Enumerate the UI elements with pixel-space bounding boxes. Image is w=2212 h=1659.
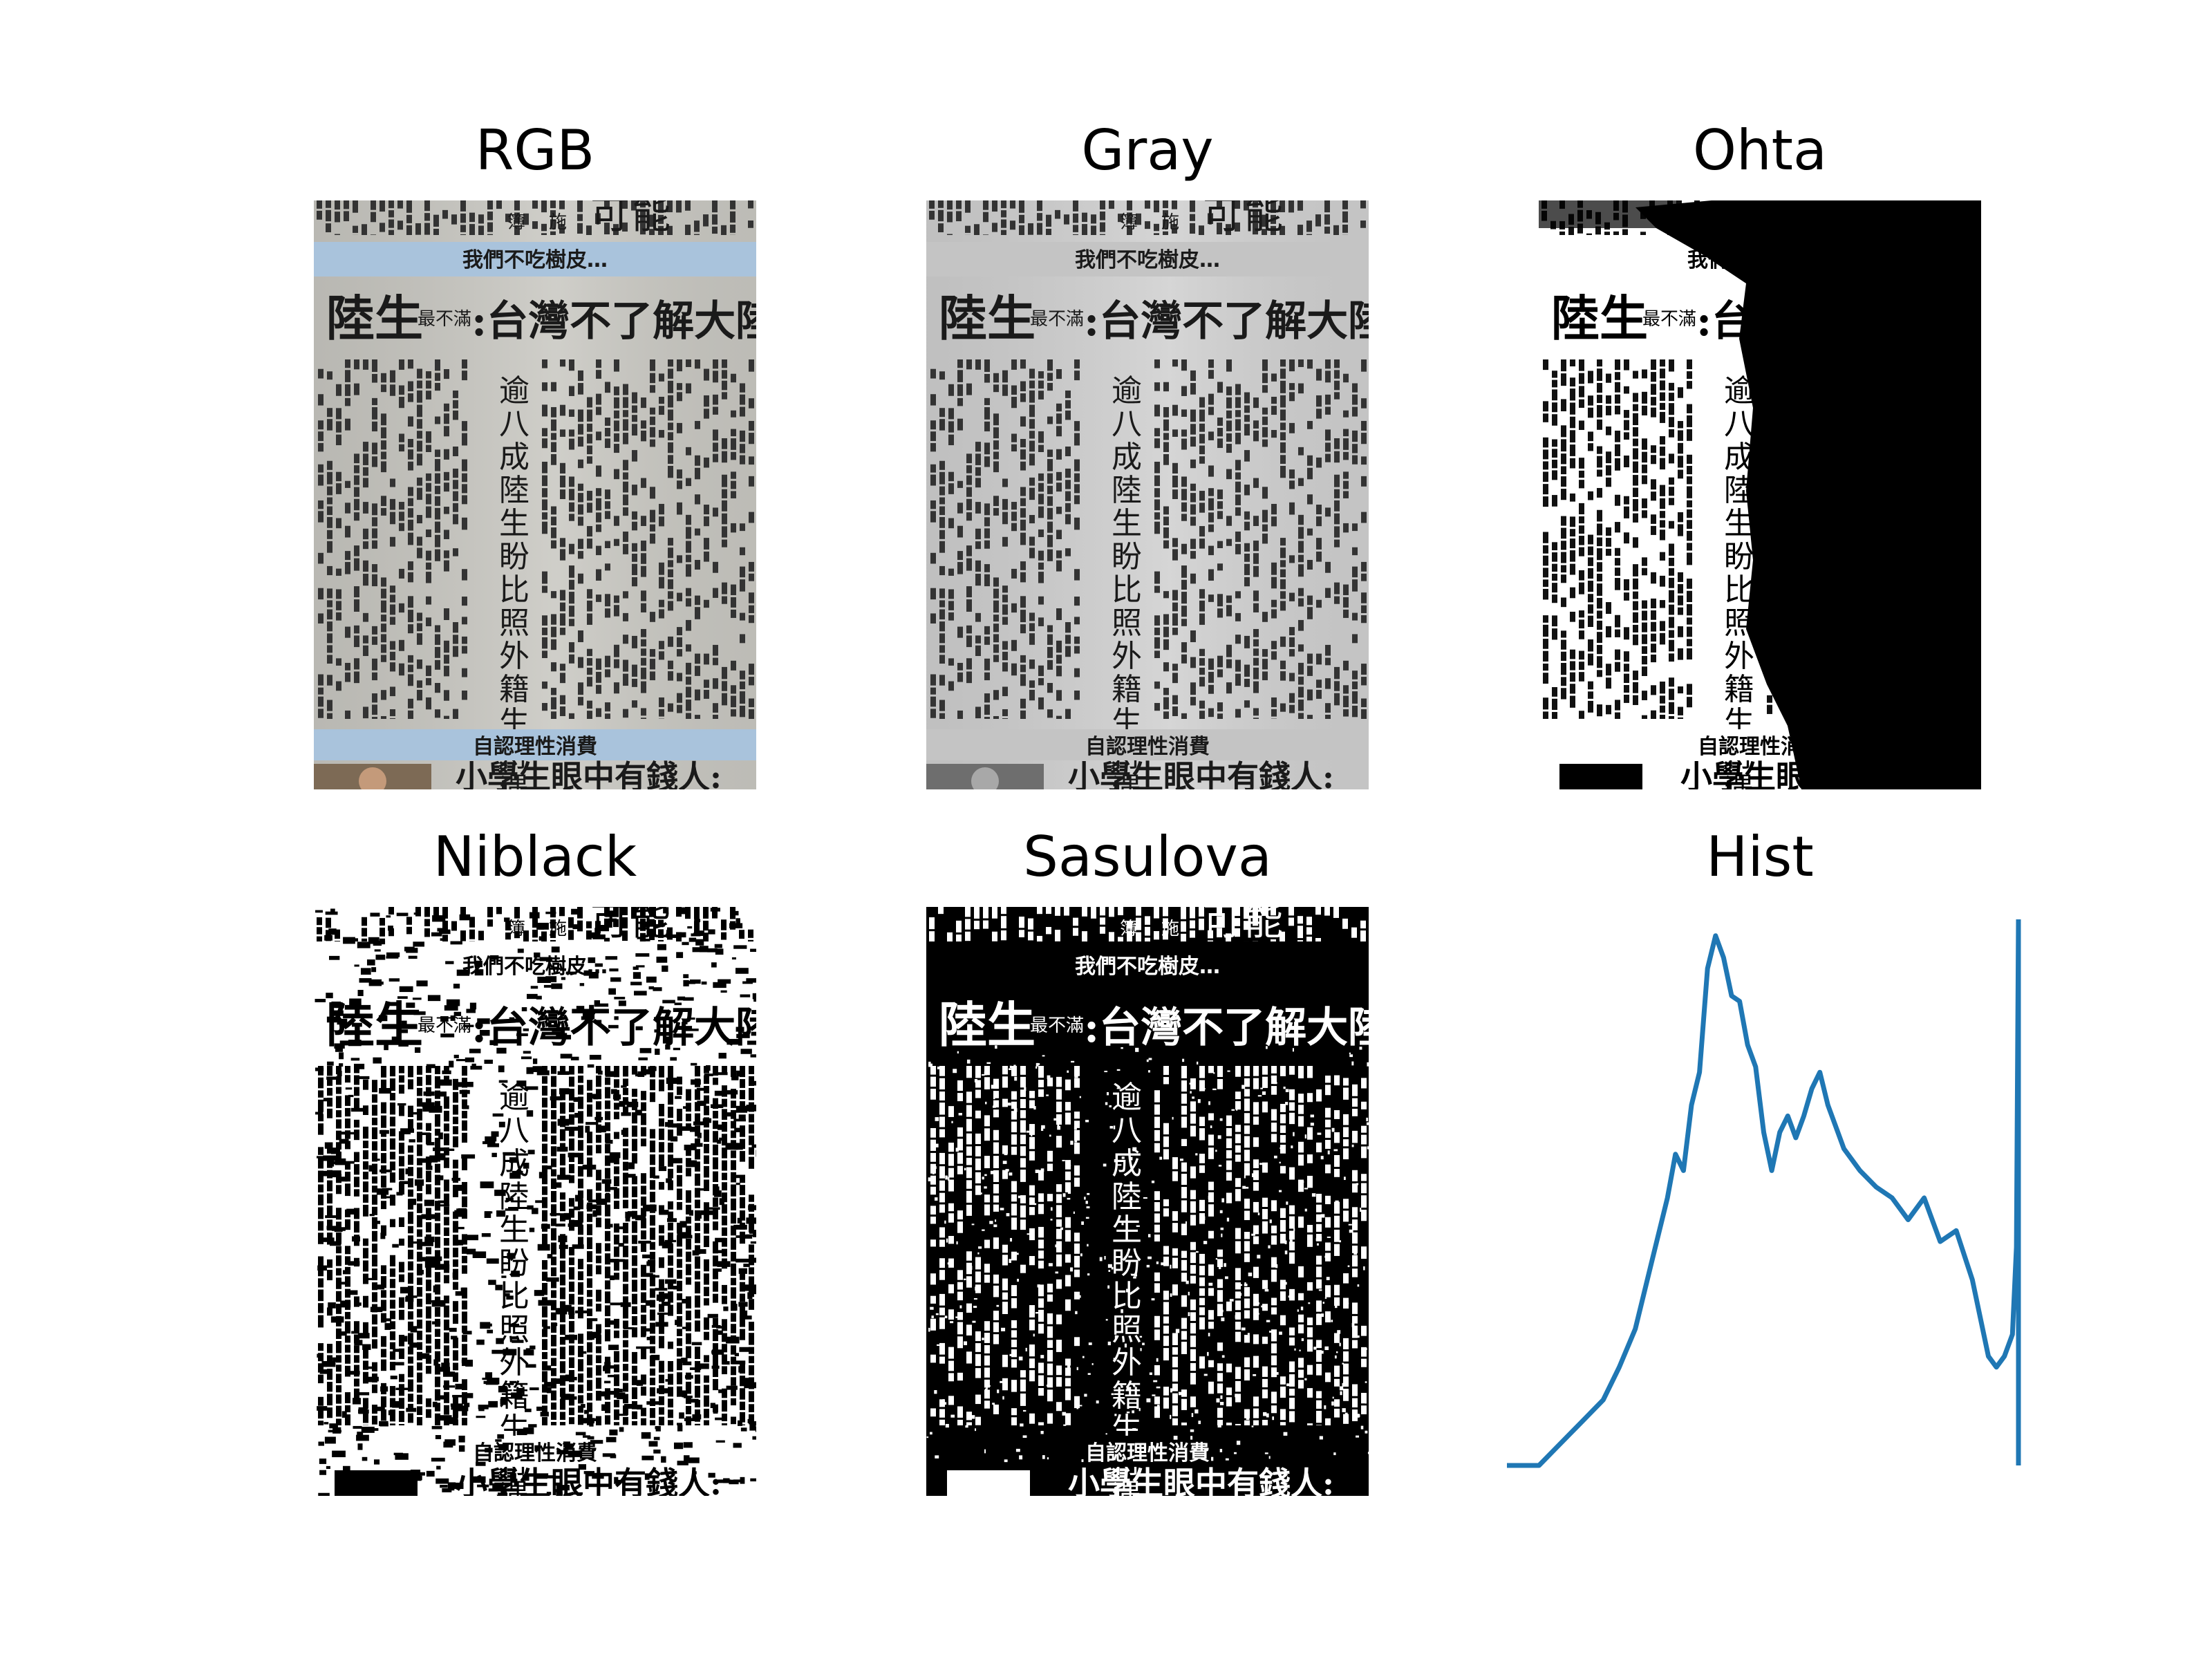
bottom-headline: 小學生眼中有錢人: xyxy=(456,1465,722,1496)
vertical-headline-char: 遇 xyxy=(1724,771,1754,789)
vertical-headline-char: 籍 xyxy=(1112,672,1142,707)
sasulova-binarized-image: 簿施可能我們不吃樹皮…陸生最不滿:台灣不了解大陸逾八成陸生盼比照外籍生待遇自認理… xyxy=(926,907,1369,1496)
vertical-headline-char: 外 xyxy=(1112,639,1142,674)
headline-right: :台灣不了解大陸 xyxy=(1084,297,1369,346)
masthead-char: 簿 xyxy=(1120,919,1138,939)
panel-title-sasulova: Sasulova xyxy=(1023,825,1272,889)
vertical-headline-char: 八 xyxy=(1112,1113,1142,1148)
ohta-binarized-image: 簿施可能我們不吃樹皮…陸生最不滿:台灣不了解大陸逾八成陸生盼比照外籍生待遇自認理… xyxy=(1539,200,1981,789)
headline-left: 陸生 xyxy=(939,290,1035,347)
headline-small: 最不滿 xyxy=(1030,309,1084,330)
subhead-text: 我們不吃樹皮… xyxy=(1075,248,1220,272)
bottom-headline: 小學生眼中有錢人: xyxy=(1068,1465,1334,1496)
vertical-headline-char: 遇 xyxy=(1112,771,1142,789)
vertical-headline-char: 生 xyxy=(499,506,529,541)
headline-small: 最不滿 xyxy=(1642,309,1696,330)
section-label: 自認理性消費 xyxy=(1085,735,1210,759)
vertical-headline-char: 盼 xyxy=(499,539,529,574)
vertical-headline-char: 生 xyxy=(1112,506,1142,541)
headline-right: :台灣不了解大陸 xyxy=(471,297,756,346)
masthead-char: 能 xyxy=(1244,200,1283,238)
masthead-char: 可 xyxy=(590,200,629,238)
masthead-char: 能 xyxy=(632,200,671,238)
masthead-char: 施 xyxy=(1161,212,1179,233)
masthead-char: 施 xyxy=(549,212,567,233)
masthead-char: 能 xyxy=(1244,907,1283,944)
gray-newspaper-image: 簿施可能我們不吃樹皮…陸生最不滿:台灣不了解大陸逾八成陸生盼比照外籍生待遇自認理… xyxy=(926,200,1369,789)
vertical-headline-char: 逾 xyxy=(1112,1080,1142,1115)
vertical-headline-char: 陸 xyxy=(1112,473,1142,508)
headline-left: 陸生 xyxy=(939,996,1035,1053)
vertical-headline-char: 照 xyxy=(499,606,529,641)
vertical-headline-char: 比 xyxy=(1112,1279,1142,1314)
histogram-plot xyxy=(1507,919,2021,1468)
vertical-headline-char: 成 xyxy=(1112,1146,1142,1181)
vertical-headline-char: 成 xyxy=(499,440,529,475)
panel-title-hist: Hist xyxy=(1706,825,1814,889)
masthead-char: 施 xyxy=(1161,919,1179,939)
masthead-char: 可 xyxy=(1203,907,1241,944)
panel-title-gray: Gray xyxy=(1081,118,1214,182)
vertical-headline-char: 籍 xyxy=(1112,1378,1142,1414)
vertical-headline-char: 逾 xyxy=(499,373,529,409)
rgb-newspaper-image: 簿施可能我們不吃樹皮…陸生最不滿:台灣不了解大陸逾八成陸生盼比照外籍生待遇自認理… xyxy=(314,200,756,789)
vertical-headline-char: 八 xyxy=(1112,406,1142,442)
headline-small: 最不滿 xyxy=(418,309,471,330)
headline-left: 陸生 xyxy=(1551,290,1648,347)
vertical-headline-char: 逾 xyxy=(1112,373,1142,409)
panel-title-ohta: Ohta xyxy=(1692,118,1828,182)
headline-small: 最不滿 xyxy=(1030,1015,1084,1036)
vertical-headline-char: 外 xyxy=(1112,1345,1142,1380)
headline-left: 陸生 xyxy=(326,290,423,347)
vertical-headline-char: 盼 xyxy=(1112,539,1142,574)
niblack-binarized-image: 簿施可能我們不吃樹皮…陸生最不滿:台灣不了解大陸逾八成陸生盼比照外籍生待遇自認理… xyxy=(314,907,756,1496)
vertical-headline-char: 陸 xyxy=(499,473,529,508)
subhead-text: 我們不吃樹皮… xyxy=(1075,955,1220,979)
subhead-text: 我們不吃樹皮… xyxy=(462,955,608,979)
vertical-headline-char: 遇 xyxy=(499,771,529,789)
vertical-headline-char: 生 xyxy=(1112,1212,1142,1248)
histogram-series-line xyxy=(1507,919,2021,1468)
vertical-headline-char: 盼 xyxy=(1112,1246,1142,1281)
bottom-headline: 小學生眼中有錢人: xyxy=(456,758,722,789)
panel-title-niblack: Niblack xyxy=(433,825,637,889)
panel-title-rgb: RGB xyxy=(475,118,595,182)
section-label: 自認理性消費 xyxy=(1085,1441,1210,1465)
masthead-char: 施 xyxy=(549,919,567,939)
bottom-headline: 小學生眼中有錢人: xyxy=(1068,758,1334,789)
vertical-headline-char: 外 xyxy=(1724,639,1754,674)
vertical-headline-char: 成 xyxy=(1112,440,1142,475)
section-label: 自認理性消費 xyxy=(473,735,597,759)
vertical-headline-char: 比 xyxy=(1112,572,1142,608)
masthead-char: 簿 xyxy=(507,919,525,939)
vertical-headline-char: 比 xyxy=(499,572,529,608)
vertical-headline-char: 八 xyxy=(1724,406,1754,442)
vertical-headline-char: 比 xyxy=(499,1279,529,1314)
vertical-headline-char: 遇 xyxy=(1112,1478,1142,1496)
masthead-char: 簿 xyxy=(1120,212,1138,233)
vertical-headline-char: 八 xyxy=(499,1113,529,1148)
vertical-headline-char: 籍 xyxy=(1724,672,1754,707)
vertical-headline-char: 陸 xyxy=(1112,1179,1142,1215)
masthead-char: 簿 xyxy=(507,212,525,233)
vertical-headline-char: 照 xyxy=(1112,606,1142,641)
headline-right: :台灣不了解大陸 xyxy=(1084,1004,1369,1052)
vertical-headline-char: 生 xyxy=(499,1212,529,1248)
subhead-text: 我們不吃樹皮… xyxy=(462,248,608,272)
vertical-headline-char: 外 xyxy=(499,639,529,674)
vertical-headline-char: 籍 xyxy=(499,672,529,707)
vertical-headline-char: 照 xyxy=(1112,1312,1142,1347)
vertical-headline-char: 八 xyxy=(499,406,529,442)
vertical-headline-char: 盼 xyxy=(1724,539,1754,574)
masthead-char: 可 xyxy=(1203,200,1241,238)
